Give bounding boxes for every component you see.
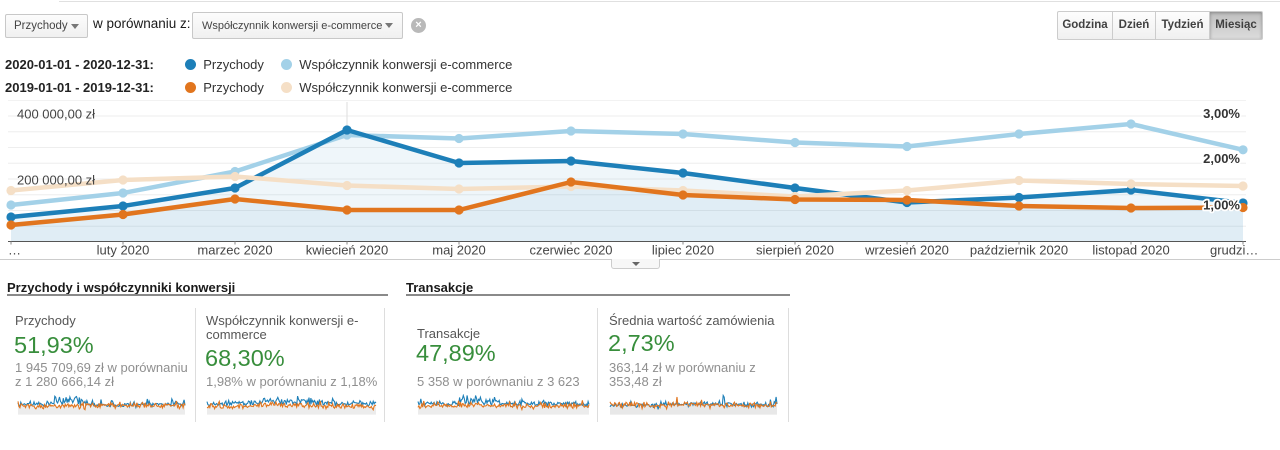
svg-text:…: … <box>8 243 21 258</box>
svg-text:wrzesień 2020: wrzesień 2020 <box>864 243 949 258</box>
svg-text:3,00%: 3,00% <box>1203 106 1240 121</box>
svg-text:czerwiec 2020: czerwiec 2020 <box>529 243 612 258</box>
svg-text:1,00%: 1,00% <box>1203 198 1240 213</box>
svg-text:lipiec 2020: lipiec 2020 <box>652 243 714 258</box>
svg-text:sierpień 2020: sierpień 2020 <box>756 243 834 258</box>
svg-text:grudzi…: grudzi… <box>1210 243 1258 258</box>
svg-text:listopad 2020: listopad 2020 <box>1092 243 1169 258</box>
svg-text:październik 2020: październik 2020 <box>970 243 1068 258</box>
svg-text:2,00%: 2,00% <box>1203 151 1240 166</box>
svg-text:400 000,00 zł: 400 000,00 zł <box>17 107 95 122</box>
svg-text:luty 2020: luty 2020 <box>97 243 150 258</box>
svg-text:marzec 2020: marzec 2020 <box>197 243 272 258</box>
svg-text:200 000,00 zł: 200 000,00 zł <box>17 173 95 188</box>
svg-text:maj 2020: maj 2020 <box>432 243 485 258</box>
svg-text:kwiecień 2020: kwiecień 2020 <box>306 243 388 258</box>
